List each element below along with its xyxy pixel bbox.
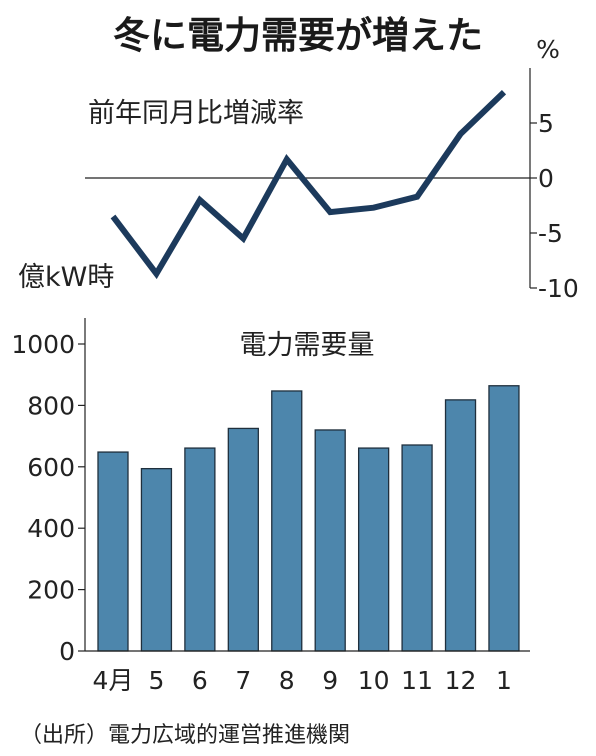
bar-x-tick-label: 5 xyxy=(148,666,164,695)
line-y-tick-label: -5 xyxy=(538,219,563,248)
bar xyxy=(488,385,520,652)
bar-x-tick-label: 8 xyxy=(279,666,295,695)
line-series xyxy=(110,90,507,280)
bar-y-tick-label: 800 xyxy=(27,391,75,420)
bar xyxy=(401,444,433,652)
bar-y-tick-label: 1000 xyxy=(11,330,75,359)
source-note: （出所）電力広域的運営推進機関 xyxy=(20,723,350,748)
bar-chart-title: 電力需要量 xyxy=(240,330,375,361)
bar-y-unit-label: 億kW時 xyxy=(18,262,114,293)
bar-x-tick-label: 6 xyxy=(192,666,208,695)
bar xyxy=(314,429,346,652)
bar-x-tick-label: 10 xyxy=(358,666,390,695)
bar-y-tick-label: 600 xyxy=(27,453,75,482)
bar-chart-panel: 電力需要量 億kW時 4月 5 6 7 8 9 10 11 12 1020040060080010… xyxy=(11,262,530,695)
chart-title: 冬に電力需要が増えた xyxy=(113,14,483,57)
bar xyxy=(444,399,477,652)
line-y-unit-label: % xyxy=(536,35,560,64)
line-chart-subtitle: 前年同月比増減率 xyxy=(88,98,304,129)
bar-y-tick-label: 0 xyxy=(59,637,75,666)
bar xyxy=(184,447,216,652)
bar-x-tick-label: 1 xyxy=(496,666,512,695)
line-chart-panel: 冬に電力需要が増えた 前年同月比増減率 % 5 0 -5 -10 xyxy=(85,14,579,303)
bar xyxy=(140,467,173,652)
line-y-tick-label: -10 xyxy=(538,274,579,303)
bar-x-tick-label: 7 xyxy=(235,666,251,695)
bar xyxy=(227,427,259,652)
line-y-tick-label: 0 xyxy=(538,164,554,193)
bar-x-tick-label: 9 xyxy=(322,666,338,695)
bar xyxy=(97,451,129,652)
line-y-tick-label: 5 xyxy=(538,109,554,138)
bar-x-tick-label: 4月 xyxy=(93,666,134,695)
bar-x-tick-label: 12 xyxy=(445,666,477,695)
bar xyxy=(357,447,390,652)
bar-y-tick-label: 400 xyxy=(27,514,75,543)
bar-x-tick-label: 11 xyxy=(401,666,433,695)
bar xyxy=(271,390,303,652)
bar-y-tick-label: 200 xyxy=(27,576,75,605)
